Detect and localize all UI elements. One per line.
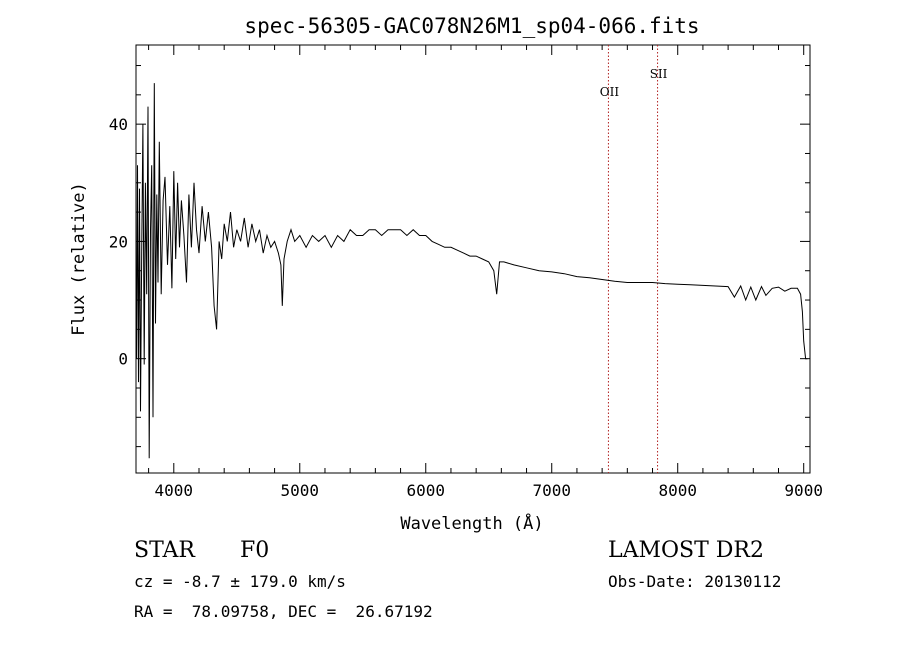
coordinates: RA = 78.09758, DEC = 26.67192 — [134, 602, 433, 621]
x-axis-label: Wavelength (Å) — [400, 512, 543, 534]
x-tick-label: 6000 — [406, 481, 445, 500]
x-tick-label: 8000 — [658, 481, 697, 500]
y-tick-label: 40 — [109, 115, 128, 134]
observation-date: Obs-Date: 20130112 — [608, 572, 782, 591]
redshift-velocity: cz = -8.7 ± 179.0 km/s — [134, 572, 346, 591]
spectrum-series-line — [136, 83, 808, 459]
x-tick-label: 5000 — [281, 481, 320, 500]
y-axis-label: Flux (relative) — [69, 182, 89, 336]
x-tick-label: 4000 — [155, 481, 194, 500]
emission-line-markers: OII SII — [600, 45, 668, 473]
x-tick-label: 9000 — [784, 481, 823, 500]
y-axis-ticks: 0 20 40 — [109, 65, 810, 448]
x-tick-label: 7000 — [532, 481, 571, 500]
y-tick-label: 20 — [109, 232, 128, 251]
line-label-sii: SII — [650, 67, 668, 81]
object-class: STAR — [134, 538, 195, 563]
plot-frame — [135, 44, 811, 474]
survey-name: LAMOST DR2 — [608, 538, 764, 563]
x-axis-ticks: 4000 5000 6000 7000 8000 9000 — [148, 45, 823, 500]
line-label-oii: OII — [600, 85, 620, 99]
spectral-subclass: F0 — [240, 538, 270, 563]
chart-title: spec-56305-GAC078N26M1_sp04-066.fits — [244, 14, 699, 38]
y-tick-label: 0 — [118, 350, 128, 369]
